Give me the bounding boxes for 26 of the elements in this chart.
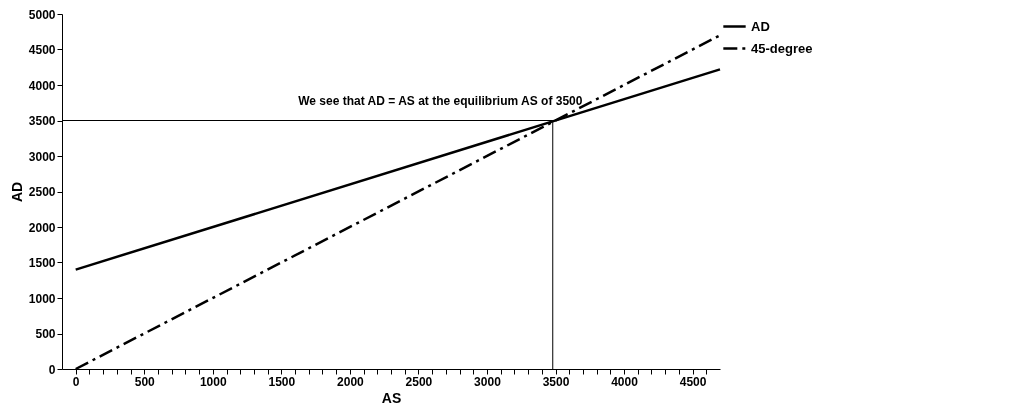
y-tick-label: 1500	[28, 256, 56, 270]
legend-label: 45-degree	[751, 40, 813, 56]
x-tick-label: 0	[72, 374, 80, 389]
y-tick-label: 5000	[28, 7, 56, 22]
x-tick-label: 3500	[542, 374, 570, 389]
y-axis-title: AD	[8, 181, 25, 203]
annotation: We see that AD = AS at the equilibrium AS of 3500	[298, 93, 583, 108]
y-tick-label: 4500	[28, 43, 56, 57]
legend-label: AD	[751, 18, 770, 34]
x-tick-label: 500	[134, 374, 156, 389]
x-tick-label: 3000	[474, 374, 502, 389]
y-tick-label: 2000	[28, 220, 56, 235]
x-tick-label: 2000	[337, 374, 365, 389]
y-tick-label: 4000	[28, 78, 56, 93]
y-tick-label: 2500	[28, 185, 56, 199]
x-tick-label: 2500	[405, 374, 433, 389]
x-tick-label: 1500	[268, 374, 296, 389]
y-tick-label: 1000	[28, 291, 56, 306]
x-tick-label: 1000	[199, 374, 227, 389]
y-tick-label: 500	[35, 327, 56, 341]
y-tick-label: 3500	[28, 114, 56, 128]
x-tick-label: 4500	[679, 374, 707, 389]
x-axis-title: AS	[381, 389, 402, 406]
y-tick-label: 3000	[28, 149, 56, 164]
x-tick-label: 4000	[611, 374, 639, 389]
y-tick-label: 0	[48, 362, 56, 377]
